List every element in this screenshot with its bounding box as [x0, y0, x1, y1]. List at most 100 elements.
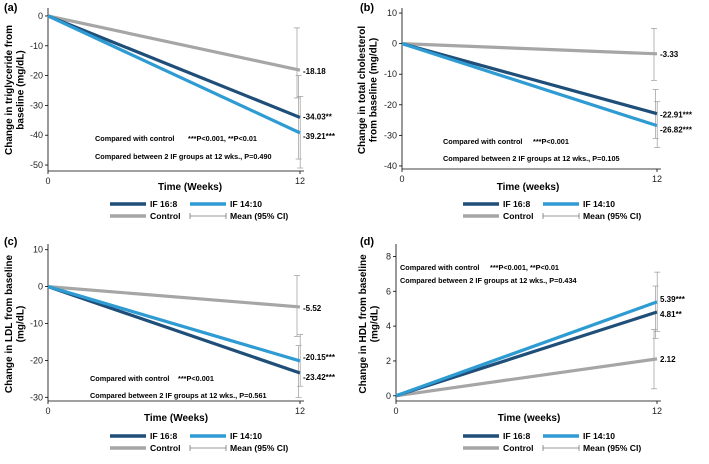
data-label-control: -5.52	[303, 304, 322, 313]
y-tick-label: -30	[30, 392, 43, 402]
data-label-if168: -22.91***	[660, 111, 693, 120]
annotation-significance: ***P<0.001, **P<0.01	[490, 263, 559, 272]
y-tick-label: 2	[386, 356, 391, 366]
annotation-significance: ***P<0.001	[178, 374, 214, 383]
data-label-if1410: -39.21***	[303, 132, 336, 141]
data-label-if168: -23.42***	[303, 373, 336, 382]
legend-label-if1410: IF 14:10	[583, 431, 615, 441]
legend-label-if168: IF 16:8	[150, 199, 177, 209]
annotation-compared-control: Compared with control	[400, 263, 479, 272]
y-tick-label: 8	[386, 251, 391, 261]
data-label-control: 2.12	[660, 355, 676, 364]
x-axis-label: Time (weeks)	[498, 413, 561, 424]
legend: IF 16:8 IF 14:10 Control Mean (95% CI)	[110, 199, 288, 221]
data-label-if1410: -26.82***	[660, 126, 693, 135]
legend: IF 16:8 IF 14:10 Control Mean (95% CI)	[463, 431, 641, 453]
y-tick-label: -10	[30, 319, 43, 329]
x-axis-label: Time (Weeks)	[144, 413, 208, 424]
panel-letter: (a)	[4, 2, 18, 14]
y-tick-label: -10	[384, 69, 397, 79]
y-tick-label: -40	[30, 130, 43, 140]
legend-label-if168: IF 16:8	[503, 199, 530, 209]
y-axis-label-line: Change in HDL from baseline	[358, 254, 369, 394]
panel-letter: (c)	[4, 236, 18, 248]
series-line-control	[47, 285, 301, 309]
y-axis-label-line: Change in LDL from baseline	[4, 254, 15, 393]
legend-label-ci: Mean (95% CI)	[230, 443, 288, 453]
y-tick-label: -20	[30, 355, 43, 365]
annotation-compared-control: Compared with control	[95, 134, 174, 143]
annotation-between-groups: Compared between 2 IF groups at 12 wks.,…	[443, 154, 620, 163]
y-tick-label: -30	[30, 100, 43, 110]
series-line-if168	[47, 14, 301, 119]
y-tick-label: 0	[392, 39, 397, 49]
y-axis-label-line: baseline (mg/dL)	[16, 50, 27, 129]
x-tick-label: 12	[652, 174, 662, 184]
annotation-compared-control: Compared with control	[90, 374, 169, 383]
data-label-if1410: 5.39***	[660, 295, 686, 304]
y-tick-label: 10	[33, 245, 43, 255]
legend-label-if1410: IF 14:10	[230, 199, 262, 209]
y-tick-label: -20	[30, 71, 43, 81]
y-tick-label: -20	[384, 100, 397, 110]
data-label-if168: -34.03**	[303, 112, 333, 121]
annotation-significance: ***P<0.001	[533, 137, 569, 146]
y-tick-label: 4	[386, 321, 391, 331]
y-axis-label-line: (mg/dL)	[16, 306, 27, 343]
annotation-between-groups: Compared between 2 IF groups at 12 wks.,…	[400, 276, 578, 285]
y-axis-label-line: Change in total cholesterol	[357, 26, 368, 155]
y-tick-label: 10	[387, 8, 397, 18]
legend-label-ci: Mean (95% CI)	[583, 443, 641, 453]
data-label-if168: 4.81**	[660, 310, 683, 319]
legend-label-ci: Mean (95% CI)	[230, 211, 288, 221]
series-line-if168	[47, 285, 301, 375]
annotation-compared-control: Compared with control	[443, 137, 522, 146]
x-tick-label: 12	[295, 406, 305, 416]
series-line-if1410	[47, 285, 301, 363]
annotation-between-groups: Compared between 2 IF groups at 12 wks.,…	[95, 152, 272, 161]
y-tick-label: 0	[38, 282, 43, 292]
series-line-if1410	[47, 14, 301, 135]
x-tick-label: 0	[45, 406, 50, 416]
x-axis-label: Time (Weeks)	[158, 182, 222, 193]
series-line-control	[401, 42, 658, 56]
legend-label-control: Control	[150, 443, 181, 453]
panel-letter: (b)	[360, 2, 374, 14]
legend-label-if1410: IF 14:10	[230, 431, 262, 441]
y-axis-label-line: from baseline (mg/dL)	[369, 38, 380, 142]
x-axis-label: Time (weeks)	[497, 182, 560, 193]
x-tick-label: 12	[295, 176, 305, 186]
y-axis-label-line: Change in triglyceride from	[4, 25, 15, 155]
x-tick-label: 12	[652, 406, 662, 416]
y-axis-label-line: (mg/dL)	[370, 306, 381, 343]
legend: IF 16:8 IF 14:10 Control Mean (95% CI)	[110, 431, 288, 453]
chart-panel-c: (c) Change in LDL from baseline(mg/dL) 10 0…	[4, 236, 336, 453]
x-tick-label: 0	[393, 406, 398, 416]
series-line-if1410	[401, 42, 658, 128]
data-label-if1410: -20.15***	[303, 353, 336, 362]
y-tick-label: 0	[38, 11, 43, 21]
legend-label-control: Control	[503, 443, 534, 453]
legend-label-if168: IF 16:8	[150, 431, 177, 441]
legend-label-if168: IF 16:8	[503, 431, 530, 441]
legend-label-control: Control	[503, 211, 534, 221]
legend-label-ci: Mean (95% CI)	[583, 211, 641, 221]
x-tick-label: 0	[399, 174, 404, 184]
legend-label-if1410: IF 14:10	[583, 199, 615, 209]
chart-panel-b: (b) Change in total cholesterolfrom basel…	[357, 2, 693, 221]
y-tick-label: -50	[30, 160, 43, 170]
y-tick-label: 6	[386, 286, 391, 296]
series-line-control	[395, 357, 658, 398]
annotation-between-groups: Compared between 2 IF groups at 12 wks.,…	[90, 391, 267, 400]
panel-letter: (d)	[360, 236, 374, 248]
y-tick-label: -40	[384, 161, 397, 171]
y-axis-label: Change in triglyceride frombaseline (mg/…	[4, 25, 27, 155]
annotation-significance: ***P<0.001, **P<0.01	[188, 134, 257, 143]
series-line-if1410	[395, 300, 658, 398]
y-tick-label: 0	[386, 391, 391, 401]
legend-label-control: Control	[150, 211, 181, 221]
chart-panel-a: (a) Change in triglyceride frombaseline (…	[4, 2, 336, 221]
data-label-control: -18.18	[303, 67, 326, 76]
y-axis-label: Change in LDL from baseline(mg/dL)	[4, 254, 27, 393]
